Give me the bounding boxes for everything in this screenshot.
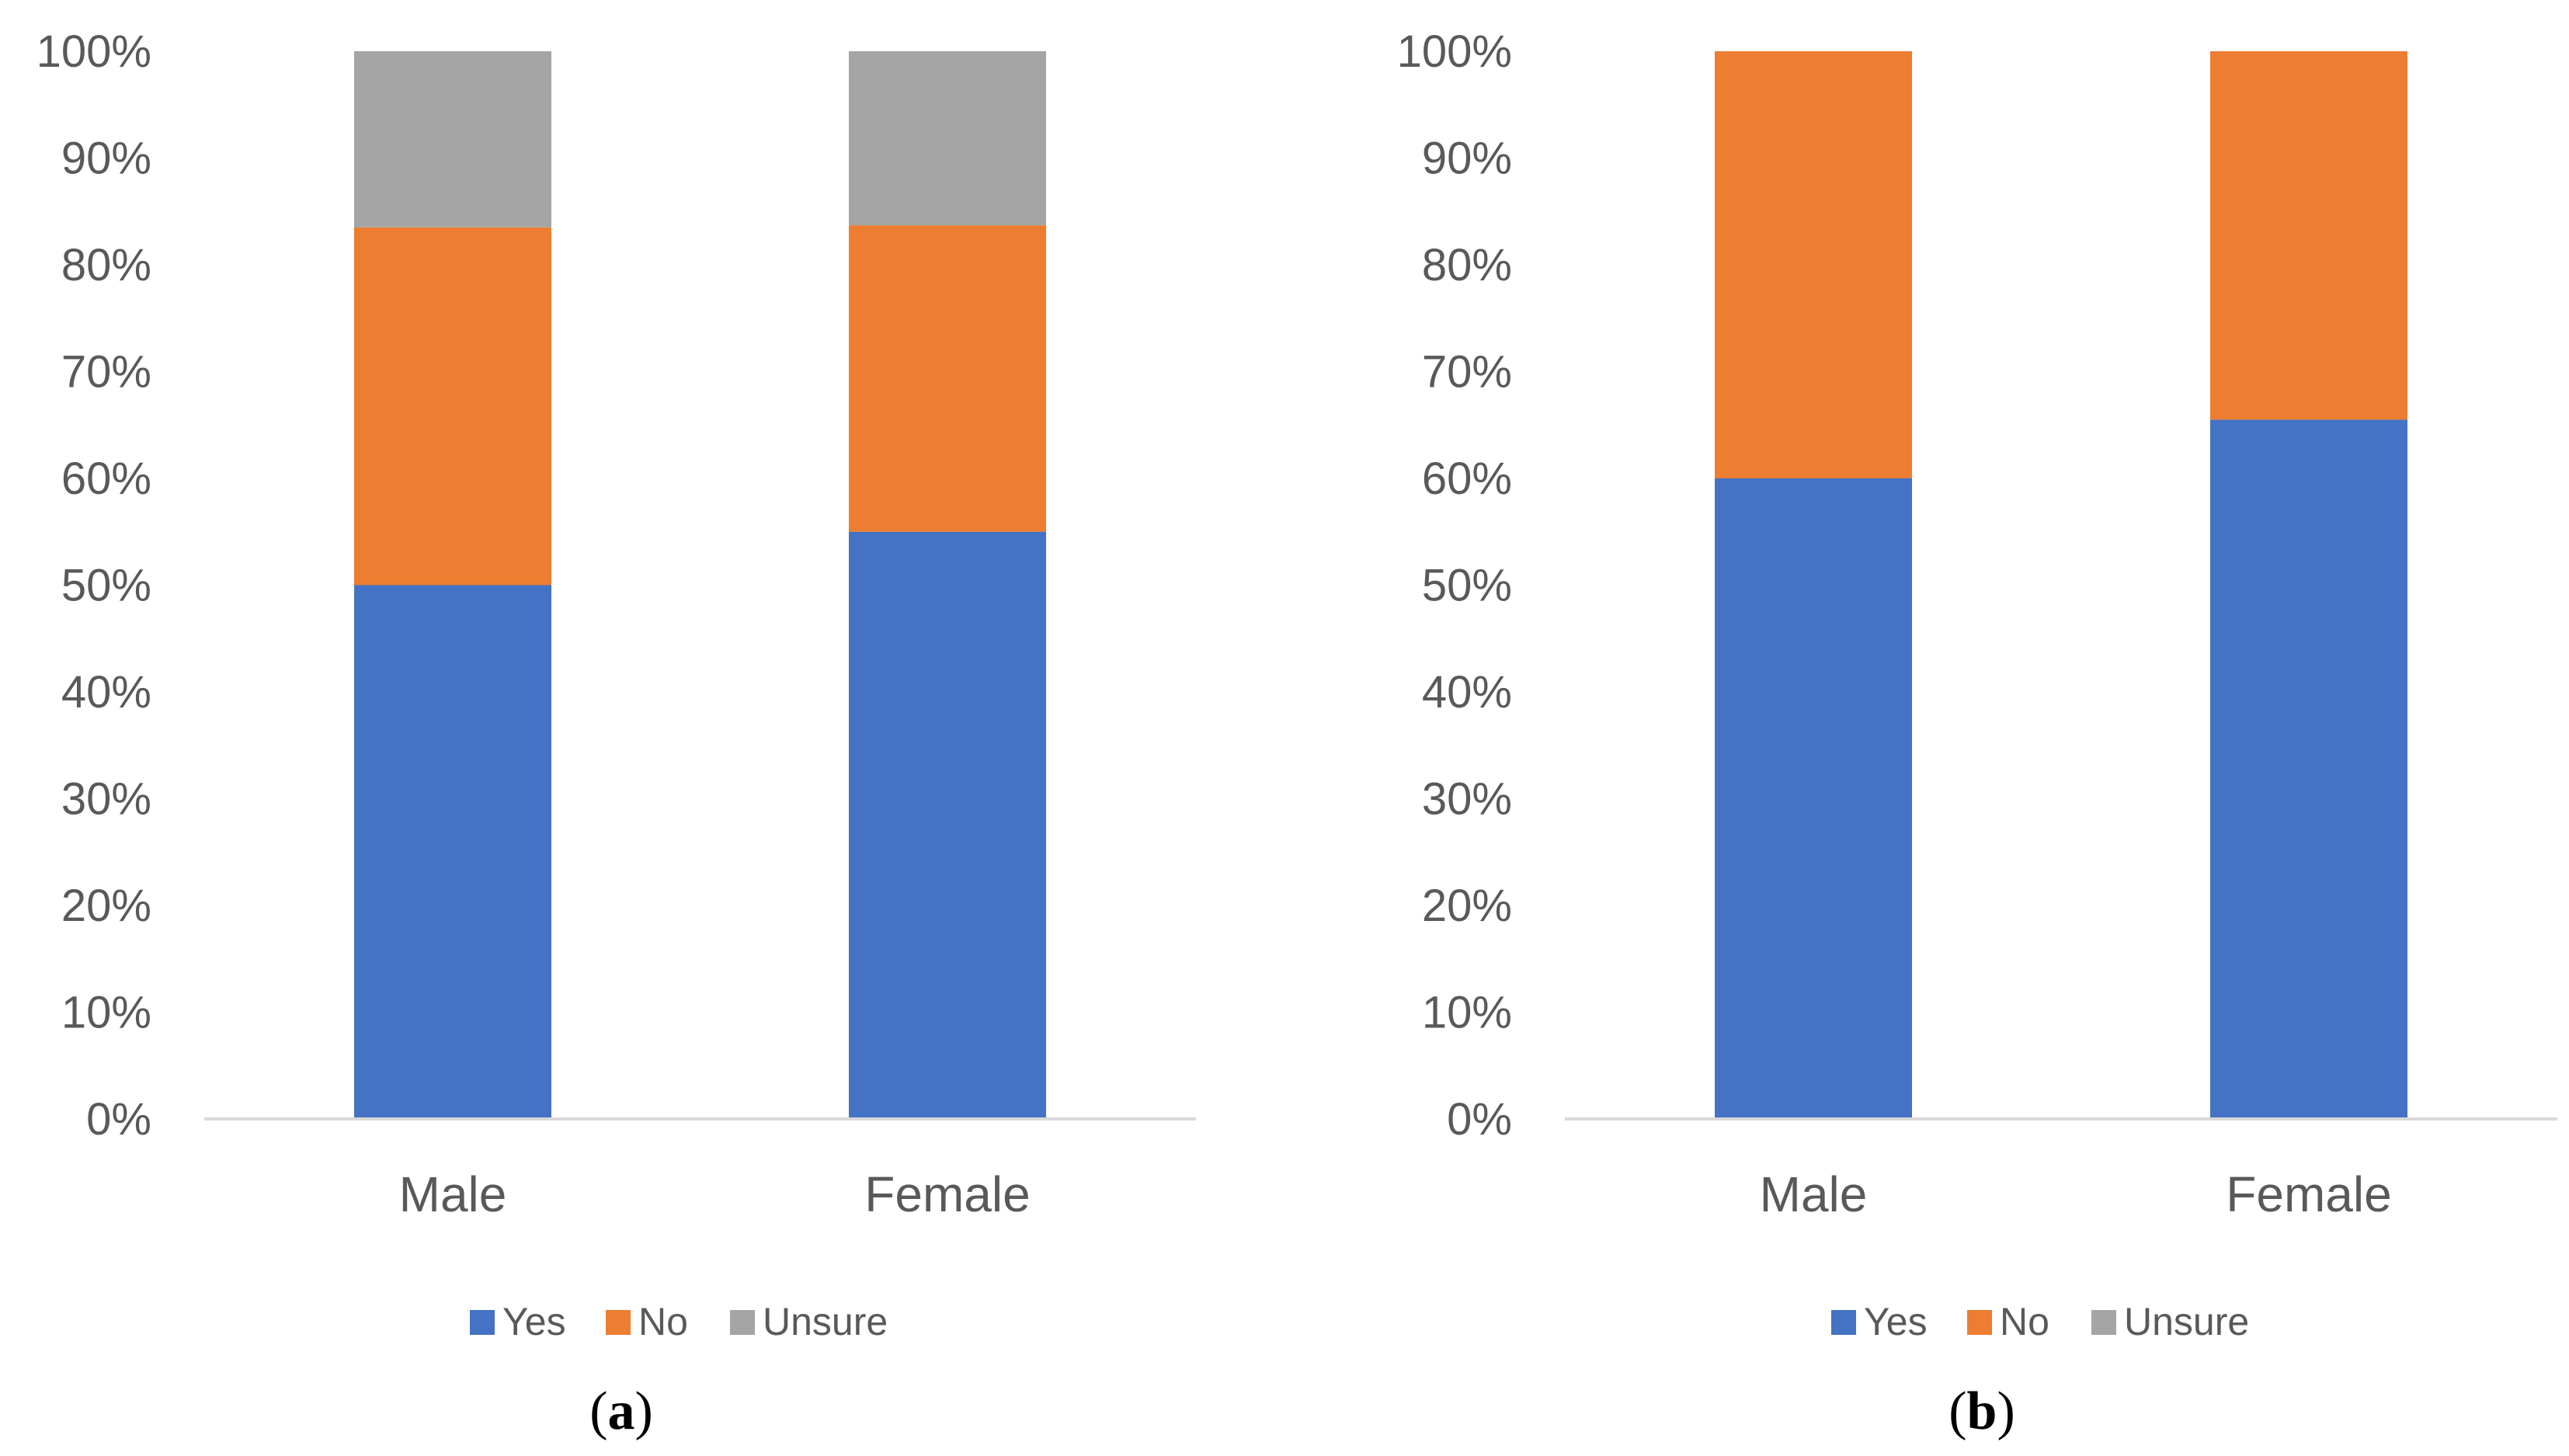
bar-segment-yes-male <box>354 585 551 1119</box>
y-tick-label: 50% <box>61 561 151 611</box>
legend-label-unsure: Unsure <box>2124 1300 2249 1343</box>
bar-segment-yes-female <box>849 531 1046 1119</box>
bar-segment-unsure-male <box>354 51 551 228</box>
y-tick-label: 60% <box>1422 453 1512 504</box>
panel-label: (b) <box>1948 1381 2015 1441</box>
bar-segment-no-male <box>354 227 551 586</box>
y-tick-label: 20% <box>61 881 151 931</box>
y-tick-label: 0% <box>86 1094 151 1145</box>
legend-swatch-yes <box>1831 1310 1856 1335</box>
y-tick-label: 30% <box>1422 774 1512 825</box>
x-category-label: Male <box>399 1166 507 1222</box>
y-tick-label: 10% <box>1422 988 1512 1038</box>
y-tick-label: 90% <box>61 134 151 184</box>
y-tick-label: 60% <box>61 453 151 504</box>
x-category-label: Male <box>1760 1166 1868 1222</box>
legend-swatch-no <box>1967 1310 1992 1335</box>
x-category-label: Female <box>2226 1166 2391 1222</box>
y-tick-label: 10% <box>61 988 151 1038</box>
bar-segment-no-female <box>2210 51 2407 420</box>
bar-segment-no-male <box>1715 51 1912 478</box>
panel-label-letter: a <box>608 1381 635 1441</box>
panel-label-letter: b <box>1967 1381 1997 1441</box>
y-tick-label: 80% <box>61 240 151 290</box>
legend-label-yes: Yes <box>502 1300 566 1343</box>
legend-label-no: No <box>2000 1300 2049 1343</box>
y-tick-label: 70% <box>61 347 151 398</box>
legend-label-unsure: Unsure <box>763 1300 888 1343</box>
bar-segment-yes-male <box>1715 478 1912 1119</box>
legend-swatch-unsure <box>730 1310 755 1335</box>
legend-swatch-yes <box>470 1310 495 1335</box>
legend-label-yes: Yes <box>1864 1300 1928 1343</box>
y-tick-label: 50% <box>1422 561 1512 611</box>
y-tick-label: 100% <box>1397 26 1512 77</box>
y-tick-label: 80% <box>1422 240 1512 290</box>
bar-segment-unsure-female <box>849 51 1046 226</box>
y-tick-label: 20% <box>1422 881 1512 931</box>
y-tick-label: 30% <box>61 774 151 825</box>
y-tick-label: 100% <box>37 26 151 77</box>
y-tick-label: 40% <box>61 667 151 718</box>
legend-label-no: No <box>638 1300 688 1343</box>
panel-label: (a) <box>589 1381 653 1441</box>
y-tick-label: 90% <box>1422 134 1512 184</box>
x-category-label: Female <box>864 1166 1030 1222</box>
bar-segment-no-female <box>849 225 1046 532</box>
y-tick-label: 70% <box>1422 347 1512 398</box>
bar-segment-yes-female <box>2210 419 2407 1119</box>
y-tick-label: 40% <box>1422 667 1512 718</box>
legend-swatch-unsure <box>2091 1310 2116 1335</box>
y-tick-label: 0% <box>1447 1094 1512 1145</box>
legend-swatch-no <box>606 1310 631 1335</box>
